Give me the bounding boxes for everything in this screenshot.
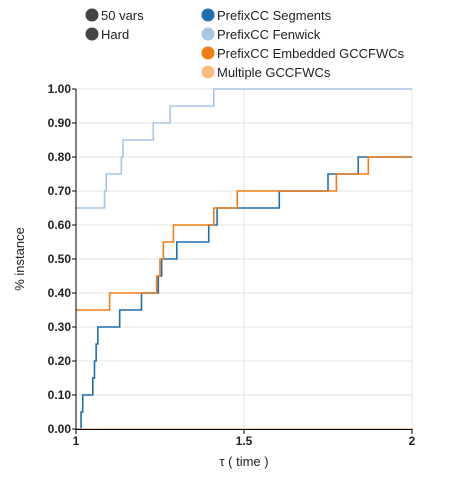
y-tick-label: 0.50 [48,252,72,266]
legend-item-prefixcc-embedded-gccfwcs[interactable]: PrefixCC Embedded GCCFWCs [201,46,405,61]
legend-label: PrefixCC Embedded GCCFWCs [217,46,405,61]
legend-label: Hard [101,27,129,42]
y-tick-label: 0.30 [48,320,72,334]
y-axis-title: % instance [12,227,27,291]
legend-label: PrefixCC Fenwick [217,27,321,42]
legend-label: Multiple GCCFWCs [217,65,331,80]
legend-filter-50-vars[interactable]: 50 vars [85,8,145,23]
legend-marker [85,8,99,22]
series-line-prefixcc-fenwick [76,88,412,209]
x-tick-label: 2 [409,434,416,448]
legend-marker [85,27,99,41]
x-tick-label: 1.5 [236,434,253,448]
y-tick-label: 0.40 [48,286,72,300]
x-axis-title: τ ( time ) [219,454,268,469]
legend-marker [201,65,215,79]
x-tick-label: 1 [73,434,80,448]
legend-item-prefixcc-segments[interactable]: PrefixCC Segments [201,8,332,23]
y-tick-label: 0.10 [48,388,72,402]
legend-label: 50 vars [101,8,144,23]
series-line-prefixcc-embedded-gccfwcs [76,156,412,311]
y-tick-label: 0.20 [48,354,72,368]
y-tick-label: 0.00 [48,422,72,436]
y-tick-label: 0.60 [48,218,72,232]
legend-marker [201,46,215,60]
legend[interactable]: 50 vars Hard PrefixCC Segments PrefixCC Fen… [85,8,405,80]
y-tick-label: 0.80 [48,150,72,164]
y-tick-label: 1.00 [48,82,72,96]
legend-label: PrefixCC Segments [217,8,332,23]
y-tick-label: 0.70 [48,184,72,198]
legend-item-prefixcc-fenwick[interactable]: PrefixCC Fenwick [201,27,321,42]
axes: 0.00 0.10 0.20 0.30 0.40 0.50 0.60 0.70 0.80 0.90… [48,82,416,448]
legend-marker [201,8,215,22]
legend-item-multiple-gccfwcs[interactable]: Multiple GCCFWCs [201,65,331,80]
legend-marker [201,27,215,41]
y-tick-label: 0.90 [48,116,72,130]
legend-filter-hard[interactable]: Hard [85,27,130,42]
